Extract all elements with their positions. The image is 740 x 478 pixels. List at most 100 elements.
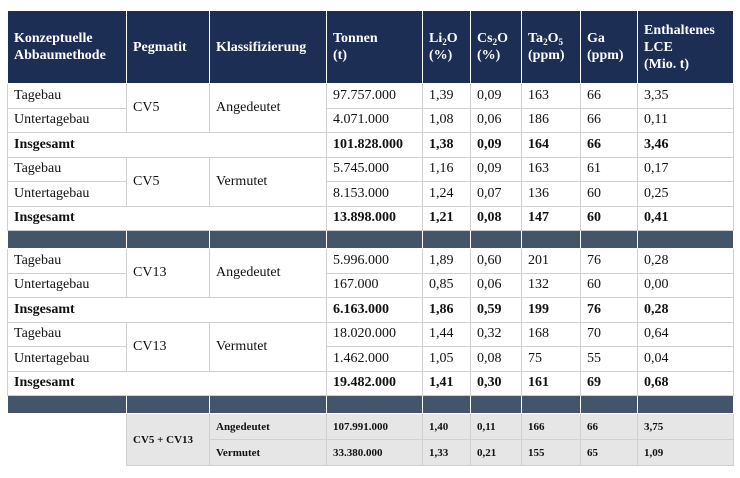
tonnen-cell: 19.482.000 xyxy=(326,370,423,396)
cs2o-cell: 0,09 xyxy=(470,156,522,182)
tonnen-cell: 33.380.000 xyxy=(326,439,423,466)
li2o-cell: 1,24 xyxy=(422,181,471,207)
summary-row: Vermutet 33.380.000 1,33 0,21 155 65 1,09 xyxy=(8,439,734,466)
separator-cell xyxy=(126,395,210,414)
method-cell: Tagebau xyxy=(7,83,127,109)
col-tonnen: Tonnen (t) xyxy=(326,10,423,84)
tonnen-cell: 5.745.000 xyxy=(326,156,423,182)
tonnen-cell: 101.828.000 xyxy=(326,132,423,158)
li2o-cell: 1,41 xyxy=(422,370,471,396)
separator-cell xyxy=(326,395,423,414)
separator-cell xyxy=(637,230,734,249)
total-label: Insgesamt xyxy=(7,205,327,231)
cs2o-cell: 0,60 xyxy=(470,248,522,274)
pegmatit-cell: CV13 xyxy=(126,321,210,372)
ta2o5-cell: 164 xyxy=(521,132,581,158)
cs2o-cell: 0,08 xyxy=(470,346,522,372)
header-row: Konzeptuelle Abbaumethode Pegmatit Klassi… xyxy=(7,10,734,84)
separator-cell xyxy=(209,395,327,414)
separator-cell xyxy=(7,230,127,249)
separator-cell xyxy=(521,230,581,249)
total-row: Insgesamt 101.828.000 1,38 0,09 164 66 3,46 xyxy=(7,132,734,158)
ta2o5-cell: 163 xyxy=(521,156,581,182)
ta2o5-cell: 75 xyxy=(521,346,581,372)
pegmatit-cell: CV13 xyxy=(126,248,210,298)
ga-cell: 66 xyxy=(580,107,638,133)
total-row: Insgesamt 13.898.000 1,21 0,08 147 60 0,41 xyxy=(7,205,734,231)
separator-cell xyxy=(580,395,638,414)
pegmatit-cell: CV5 + CV13 xyxy=(126,413,210,466)
col-klass: Klassifizierung xyxy=(209,10,327,84)
total-label: Insgesamt xyxy=(7,132,327,158)
method-cell: Untertagebau xyxy=(7,272,127,298)
ta2o5-cell: 155 xyxy=(521,439,581,466)
method-cell: Untertagebau xyxy=(7,346,127,372)
cs2o-cell: 0,11 xyxy=(470,413,522,440)
ga-cell: 66 xyxy=(580,132,638,158)
ga-cell: 65 xyxy=(580,439,638,466)
ga-cell: 70 xyxy=(580,321,638,347)
separator-row xyxy=(7,230,734,249)
tonnen-cell: 6.163.000 xyxy=(326,297,423,323)
ga-cell: 76 xyxy=(580,297,638,323)
lce-cell: 0,00 xyxy=(637,272,734,298)
lce-cell: 0,41 xyxy=(637,205,734,231)
cs2o-cell: 0,32 xyxy=(470,321,522,347)
ta2o5-cell: 147 xyxy=(521,205,581,231)
ga-cell: 60 xyxy=(580,272,638,298)
separator-cell xyxy=(470,395,522,414)
summary-row: CV5 + CV13 Angedeutet 107.991.000 1,40 0,11 1… xyxy=(7,413,734,466)
total-row: Insgesamt 6.163.000 1,86 0,59 199 76 0,28 xyxy=(7,297,734,323)
tonnen-cell: 1.462.000 xyxy=(326,346,423,372)
li2o-cell: 1,38 xyxy=(422,132,471,158)
ta2o5-cell: 186 xyxy=(521,107,581,133)
tonnen-cell: 13.898.000 xyxy=(326,205,423,231)
ta2o5-cell: 166 xyxy=(521,413,581,440)
ta2o5-cell: 161 xyxy=(521,370,581,396)
cs2o-cell: 0,21 xyxy=(470,439,522,466)
li2o-cell: 1,44 xyxy=(422,321,471,347)
col-cs2o: Cs2O (%) xyxy=(470,10,522,84)
lce-cell: 1,09 xyxy=(637,439,734,466)
lce-cell: 0,17 xyxy=(637,156,734,182)
tonnen-cell: 167.000 xyxy=(326,272,423,298)
lce-cell: 0,64 xyxy=(637,321,734,347)
lce-cell: 0,25 xyxy=(637,181,734,207)
total-label: Insgesamt xyxy=(7,297,327,323)
col-li2o: Li2O (%) xyxy=(422,10,471,84)
method-cell: Untertagebau xyxy=(7,181,127,207)
ga-cell: 66 xyxy=(580,413,638,440)
method-cell: Untertagebau xyxy=(7,107,127,133)
tonnen-cell: 18.020.000 xyxy=(326,321,423,347)
li2o-cell: 0,85 xyxy=(422,272,471,298)
table-row: Untertagebau 1.462.000 1,05 0,08 75 55 0,04 xyxy=(7,346,734,372)
cs2o-cell: 0,59 xyxy=(470,297,522,323)
li2o-cell: 1,16 xyxy=(422,156,471,182)
method-cell: Tagebau xyxy=(7,156,127,182)
col-pegmatit: Pegmatit xyxy=(126,10,210,84)
tonnen-cell: 4.071.000 xyxy=(326,107,423,133)
separator-cell xyxy=(126,230,210,249)
blank-cell xyxy=(7,413,127,466)
klass-cell: Angedeutet xyxy=(209,83,327,133)
lce-cell: 3,46 xyxy=(637,132,734,158)
ga-cell: 60 xyxy=(580,205,638,231)
lce-cell: 0,04 xyxy=(637,346,734,372)
ga-cell: 60 xyxy=(580,181,638,207)
tonnen-cell: 5.996.000 xyxy=(326,248,423,274)
table-row: Tagebau CV5 Vermutet 5.745.000 1,16 0,09 163 61… xyxy=(7,156,734,207)
cs2o-cell: 0,09 xyxy=(470,132,522,158)
li2o-cell: 1,21 xyxy=(422,205,471,231)
li2o-cell: 1,86 xyxy=(422,297,471,323)
li2o-cell: 1,33 xyxy=(422,439,471,466)
separator-cell xyxy=(637,395,734,414)
cs2o-cell: 0,07 xyxy=(470,181,522,207)
tonnen-cell: 8.153.000 xyxy=(326,181,423,207)
ta2o5-cell: 201 xyxy=(521,248,581,274)
li2o-cell: 1,39 xyxy=(422,83,471,109)
separator-cell xyxy=(521,395,581,414)
table-row: Untertagebau 4.071.000 1,08 0,06 186 66 0,11 xyxy=(7,107,734,133)
separator-cell xyxy=(209,230,327,249)
cs2o-cell: 0,30 xyxy=(470,370,522,396)
pegmatit-cell: CV5 xyxy=(126,83,210,133)
